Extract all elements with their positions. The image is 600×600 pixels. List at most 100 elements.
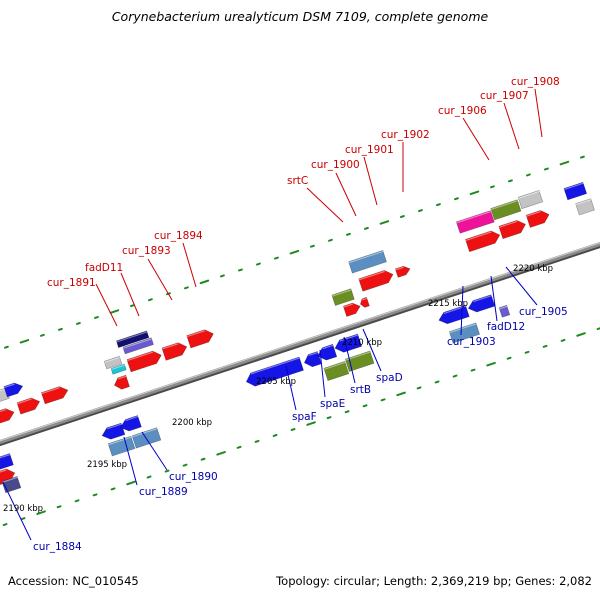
gene-label-lower: spaE: [320, 398, 345, 410]
leader-line: [123, 436, 138, 486]
feature-arrow-highlight: [343, 303, 353, 308]
leader-line: [335, 172, 357, 217]
leader-line: [120, 272, 140, 317]
feature-arrow-highlight: [339, 334, 359, 342]
gene-label-lower: spaD: [376, 372, 403, 384]
minor-tick: [489, 185, 495, 189]
minor-tick: [290, 428, 296, 432]
feature-arrow: [0, 453, 14, 470]
leader-line: [534, 88, 543, 138]
leader-line: [141, 431, 168, 471]
minor-tick: [20, 517, 26, 521]
feature-arrow: [517, 190, 544, 210]
feature-arrow-highlight: [323, 361, 346, 370]
gene-label-lower: spaF: [292, 411, 317, 423]
feature-arrow-highlight: [107, 423, 122, 430]
feature-arrow: [448, 322, 480, 344]
leader-line: [503, 102, 520, 150]
feature-arrow-highlight: [0, 469, 7, 473]
leader-line: [490, 275, 498, 322]
gene-label-upper: cur_1900: [311, 159, 360, 171]
backbone-layer: [0, 241, 600, 447]
major-tick: [576, 332, 586, 337]
minor-tick: [543, 167, 549, 171]
leader-line: [285, 365, 297, 411]
minor-tick: [129, 304, 135, 308]
feature-arrow-highlight: [108, 436, 132, 446]
minor-tick: [542, 344, 548, 348]
gene-label-upper: srtC: [287, 175, 308, 187]
leader-line: [182, 242, 197, 288]
feature-arrow: [323, 361, 350, 381]
scale-label: 2195 kbp: [87, 460, 127, 470]
feature-arrow: [467, 294, 496, 313]
feature-arrow: [161, 342, 188, 361]
scale-label: 2220 kbp: [513, 264, 553, 274]
scale-label: 2210 kbp: [342, 338, 382, 348]
feature-arrow: [317, 343, 338, 361]
minor-tick: [309, 244, 315, 248]
feature-arrow-highlight: [186, 330, 206, 338]
feature-arrow: [116, 330, 150, 348]
feature-arrow-highlight: [104, 356, 120, 363]
feature-arrow: [101, 422, 126, 440]
gene-label-upper: cur_1906: [438, 105, 487, 117]
feature-arrow: [186, 329, 214, 349]
major-tick: [126, 480, 136, 486]
backbone-highlight: [0, 242, 600, 442]
feature-arrow-highlight: [449, 323, 477, 334]
feature-arrow-highlight: [564, 182, 584, 191]
feature-arrow-highlight: [526, 210, 541, 217]
leader-line: [343, 336, 356, 384]
scale-label: 2205 kbp: [256, 377, 296, 387]
leader-line: [306, 187, 344, 223]
minor-tick: [3, 345, 9, 349]
feature-arrow: [465, 230, 501, 253]
scale-label: 2215 kbp: [428, 299, 468, 309]
major-tick: [109, 309, 120, 314]
gene-label-lower: cur_1905: [519, 306, 568, 318]
feature-arrow-highlight: [0, 408, 7, 413]
feature-arrow-highlight: [127, 351, 154, 362]
feature-arrow-highlight: [499, 305, 508, 310]
feature-arrow-highlight: [117, 375, 127, 380]
scale-label: 2200 kbp: [172, 418, 212, 428]
minor-tick: [110, 487, 116, 491]
minor-tick: [435, 203, 441, 207]
feature-arrow-highlight: [518, 190, 540, 199]
gene-label-upper: cur_1893: [122, 245, 171, 257]
minor-tick: [452, 374, 458, 378]
minor-tick: [236, 445, 242, 449]
leader-line: [319, 349, 326, 398]
feature-arrow: [3, 382, 24, 398]
feature-arrow: [107, 435, 136, 457]
gene-label-upper: fadD11: [85, 262, 123, 274]
major-tick: [396, 391, 406, 397]
feature-arrow: [16, 397, 41, 415]
feature-arrow: [358, 270, 394, 292]
feature-arrow-highlight: [473, 295, 492, 303]
feature-arrow-highlight: [0, 388, 7, 392]
gene-label-lower: cur_1903: [447, 336, 496, 348]
feature-arrow: [131, 427, 162, 449]
feature-arrow-highlight: [3, 383, 15, 389]
feature-arrow-highlight: [490, 200, 518, 210]
feature-arrow: [344, 350, 375, 372]
gene-label-upper: cur_1891: [47, 277, 96, 289]
feature-arrow: [110, 363, 127, 375]
minor-tick: [380, 398, 386, 402]
minor-tick: [74, 499, 80, 503]
minor-tick: [200, 457, 206, 461]
major-tick: [36, 510, 46, 515]
gene-label-upper: cur_1908: [511, 76, 560, 88]
feature-arrow: [122, 337, 154, 355]
feature-arrow: [394, 265, 411, 278]
major-tick: [559, 160, 570, 166]
minor-tick: [453, 197, 459, 201]
feature-arrow-highlight: [17, 398, 32, 405]
major-tick: [289, 249, 300, 255]
feature-arrow-highlight: [308, 351, 318, 356]
feature-arrow: [563, 181, 588, 201]
leader-line: [505, 266, 538, 306]
feature-arrow-highlight: [132, 428, 158, 438]
